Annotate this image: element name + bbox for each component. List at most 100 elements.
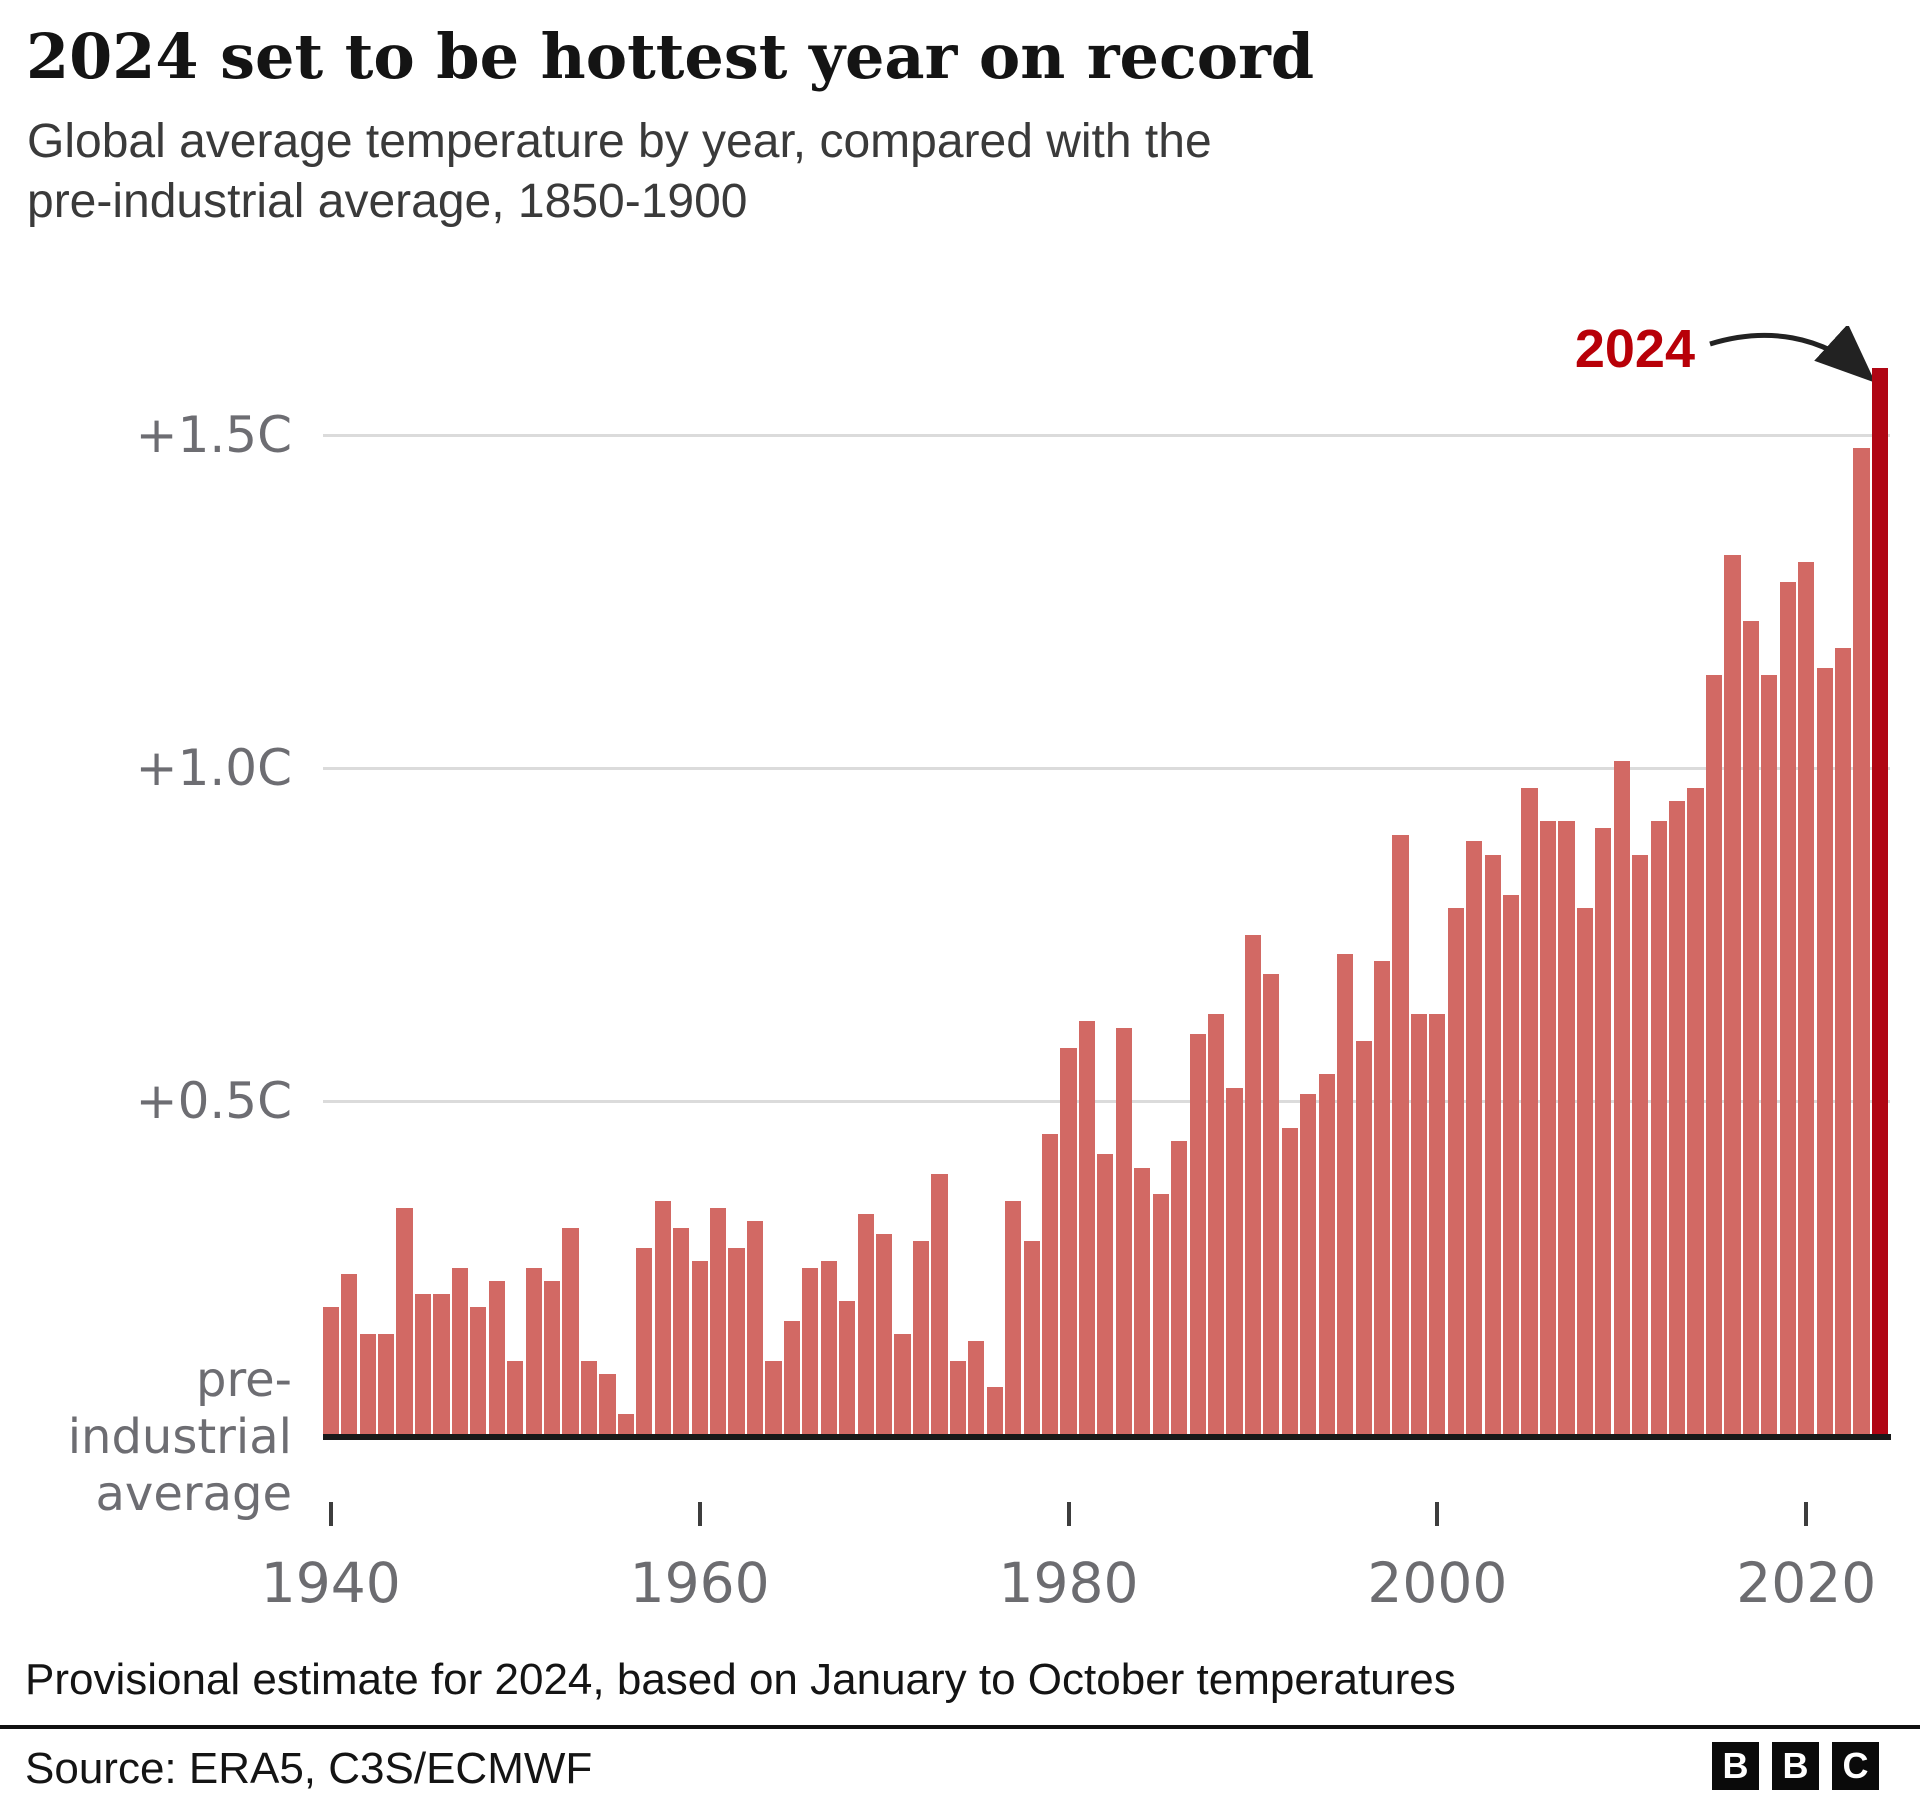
bar-1967 [820, 1260, 837, 1434]
bar-1980 [1060, 1047, 1077, 1434]
bar-1949 [488, 1280, 505, 1434]
bar-1997 [1373, 961, 1391, 1434]
bar-1961 [710, 1207, 727, 1434]
bar-1958 [654, 1200, 671, 1434]
bar-1977 [1005, 1200, 1022, 1434]
bar-2020 [1798, 561, 1815, 1434]
page-title: 2024 set to be hottest year on record [26, 20, 1315, 93]
bar-2018 [1761, 674, 1778, 1434]
x-axis-tick-1980 [1066, 1502, 1071, 1526]
bar-1990 [1244, 934, 1262, 1434]
bar-2000 [1429, 1014, 1446, 1434]
x-axis-label-1980: 1980 [998, 1551, 1139, 1615]
bbc-logo-block-3: C [1832, 1742, 1879, 1790]
bar-2002 [1466, 841, 1483, 1434]
baseline-label-line: industrial [67, 1409, 292, 1465]
bar-1950 [507, 1360, 524, 1434]
bar-1940 [322, 1307, 339, 1434]
chart-subtitle-line2: pre-industrial average, 1850-1900 [27, 175, 748, 228]
x-axis-label-2000: 2000 [1367, 1551, 1508, 1615]
y-axis-label-+0.5C: +0.5C [135, 1072, 292, 1130]
baseline-label-line: pre- [196, 1352, 292, 1408]
y-axis-label-+1.5C: +1.5C [135, 406, 292, 464]
bar-2016 [1724, 554, 1741, 1434]
y-axis-label-+1.0C: +1.0C [135, 739, 292, 797]
bar-2012 [1650, 821, 1667, 1434]
bar-2008 [1576, 907, 1593, 1434]
bar-1956 [617, 1414, 634, 1434]
x-axis-label-2020: 2020 [1736, 1551, 1877, 1615]
bar-1964 [765, 1360, 782, 1434]
bar-1971 [894, 1334, 911, 1434]
bar-1991 [1263, 974, 1280, 1434]
x-axis-line [323, 1434, 1891, 1440]
gridline-+0.5C [323, 1099, 1890, 1103]
bar-1982 [1097, 1154, 1114, 1434]
gridline-+1.0C [323, 766, 1890, 770]
bar-1965 [783, 1320, 800, 1434]
bar-2007 [1558, 821, 1575, 1434]
bar-1960 [691, 1260, 708, 1434]
source-credit: Source: ERA5, C3S/ECMWF [25, 1744, 593, 1793]
bar-1955 [599, 1374, 616, 1434]
bar-1963 [746, 1220, 764, 1434]
bar-1988 [1207, 1014, 1225, 1434]
bar-1989 [1226, 1087, 1243, 1434]
x-axis-tick-2020 [1804, 1502, 1809, 1526]
chart-subtitle-line1: Global average temperature by year, comp… [27, 115, 1212, 168]
bar-1993 [1300, 1094, 1317, 1434]
bar-1969 [857, 1214, 874, 1434]
bar-1983 [1115, 1027, 1132, 1434]
bar-2003 [1484, 854, 1501, 1434]
bar-1954 [580, 1360, 598, 1434]
bar-1987 [1189, 1034, 1206, 1434]
bar-2013 [1669, 801, 1686, 1434]
bar-1996 [1355, 1041, 1372, 1434]
bar-1994 [1318, 1074, 1335, 1434]
bar-1984 [1134, 1167, 1151, 1434]
bar-1974 [949, 1360, 966, 1434]
bar-1985 [1152, 1194, 1169, 1434]
bar-2001 [1447, 907, 1464, 1434]
bar-1992 [1281, 1127, 1298, 1434]
x-axis-label-1940: 1940 [260, 1551, 401, 1615]
bar-2015 [1705, 674, 1723, 1434]
x-axis-label-1960: 1960 [629, 1551, 770, 1615]
bar-2004 [1503, 894, 1520, 1434]
bar-1951 [525, 1267, 542, 1434]
bar-1981 [1078, 1021, 1096, 1434]
gridline-+1.5C [323, 433, 1890, 437]
x-axis-tick-1940 [328, 1502, 333, 1526]
bar-2005 [1521, 787, 1538, 1434]
bar-1945 [414, 1294, 432, 1434]
bar-1998 [1392, 834, 1409, 1434]
bar-1999 [1410, 1014, 1428, 1434]
bar-1972 [912, 1240, 930, 1434]
bar-1952 [544, 1280, 561, 1434]
bar-2017 [1742, 621, 1759, 1434]
bar-2019 [1779, 581, 1796, 1434]
bar-2006 [1539, 821, 1557, 1434]
bar-1962 [728, 1247, 745, 1434]
bar-2010 [1613, 761, 1630, 1434]
bar-1995 [1337, 954, 1354, 1434]
bar-1953 [562, 1227, 579, 1434]
annotation-arrow-icon [1709, 326, 1876, 383]
bar-1942 [359, 1334, 376, 1434]
bar-1973 [931, 1174, 948, 1434]
chart-footnote: Provisional estimate for 2024, based on … [25, 1655, 1456, 1704]
bbc-logo-block-1: B [1712, 1742, 1759, 1790]
bar-2011 [1632, 854, 1649, 1434]
bar-1959 [673, 1227, 690, 1434]
bar-1975 [968, 1340, 985, 1434]
footer-divider [0, 1725, 1920, 1729]
bar-1947 [451, 1267, 468, 1434]
x-axis-tick-1960 [697, 1502, 702, 1526]
bar-1968 [839, 1300, 856, 1434]
bar-1966 [802, 1267, 819, 1434]
y-axis-baseline-label: pre-industrial average [0, 1352, 292, 1523]
bar-1943 [378, 1334, 395, 1434]
bar-1957 [636, 1247, 653, 1434]
bar-2021 [1816, 668, 1833, 1434]
